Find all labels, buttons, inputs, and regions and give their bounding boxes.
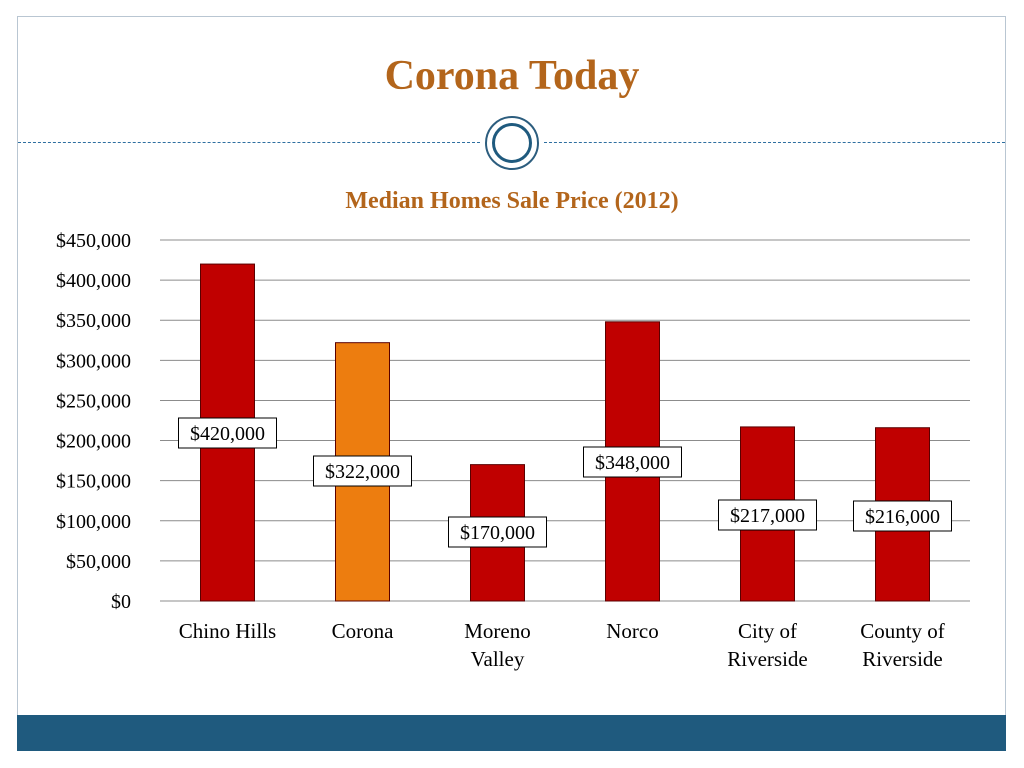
data-label: $216,000 [865,506,940,528]
y-tick-label: $350,000 [56,310,131,332]
data-label-box [718,499,817,531]
x-tick-label: Moreno [464,619,531,643]
data-label-box [583,446,682,478]
title-divider-left [18,142,480,143]
chart-title: Median Homes Sale Price (2012) [345,188,678,214]
data-label: $420,000 [190,423,265,445]
x-tick-label: Corona [332,619,395,643]
y-tick-label: $200,000 [56,431,131,453]
y-tick-label: $250,000 [56,390,131,412]
y-tick-label: $0 [111,591,131,613]
y-tick-label: $150,000 [56,471,131,493]
x-tick-label: Valley [471,647,525,671]
data-label-box [853,500,952,532]
data-label: $217,000 [730,505,805,527]
y-tick-label: $400,000 [56,270,131,292]
y-tick-label: $50,000 [66,551,131,573]
y-tick-label: $100,000 [56,511,131,533]
y-tick-label: $300,000 [56,350,131,372]
x-tick-label: Riverside [727,647,807,671]
x-tick-label: Chino Hills [179,619,276,643]
slide-title: Corona Today [384,53,640,99]
x-tick-label: Riverside [862,647,942,671]
circle-ornament-icon [485,116,539,170]
data-label-box [448,516,547,548]
data-label-box [313,455,412,487]
data-label: $348,000 [595,452,670,474]
title-divider-right [544,142,1005,143]
x-tick-label: Norco [606,619,658,643]
y-tick-label: $450,000 [56,230,131,252]
footer-band [17,715,1006,751]
data-label-box [178,417,277,449]
data-label: $322,000 [325,461,400,483]
x-tick-label: County of [860,619,945,643]
data-label: $170,000 [460,522,535,544]
x-tick-label: City of [738,619,797,643]
